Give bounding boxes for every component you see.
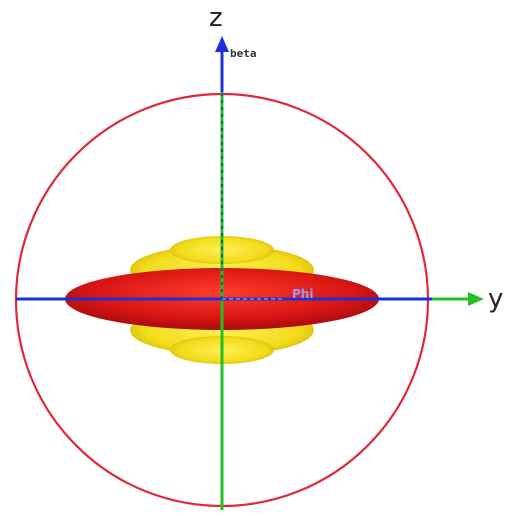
y-axis-label: y (488, 284, 503, 314)
beta-label: beta (230, 47, 257, 60)
z-axis-label: z (209, 3, 223, 33)
z-arrow (215, 36, 229, 92)
phi-label: Phi (292, 287, 313, 301)
y-arrow (432, 292, 484, 306)
